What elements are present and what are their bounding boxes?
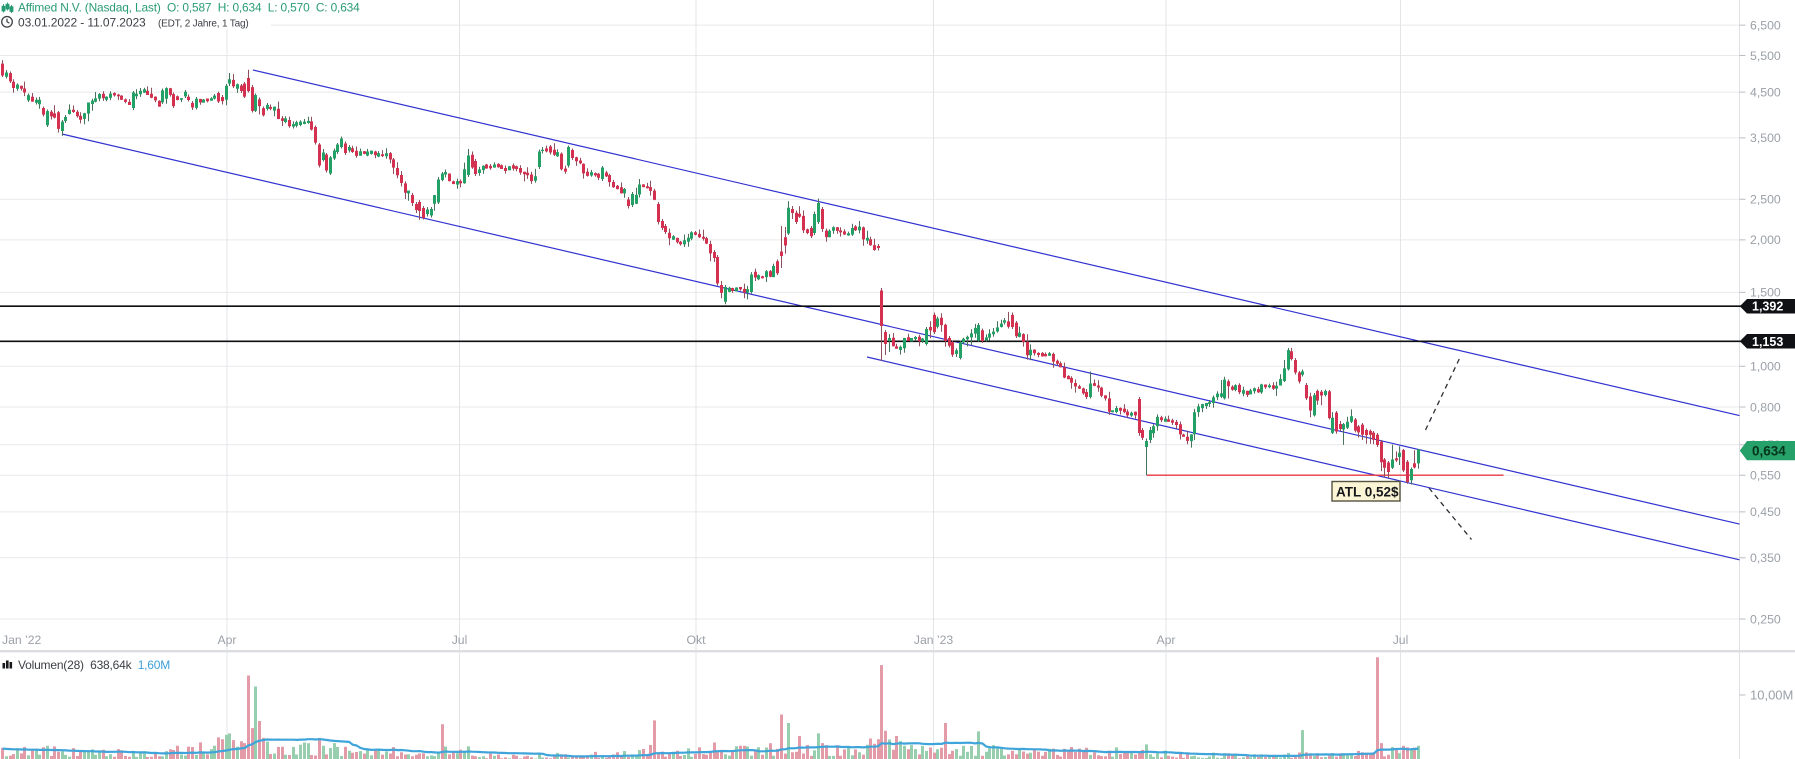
svg-text:1,153: 1,153: [1752, 335, 1783, 349]
svg-text:1,000: 1,000: [1750, 360, 1781, 374]
svg-text:3,500: 3,500: [1750, 131, 1781, 145]
svg-text:Apr: Apr: [218, 633, 237, 647]
svg-text:0,800: 0,800: [1750, 400, 1781, 414]
svg-text:10,00M: 10,00M: [1750, 688, 1793, 703]
svg-text:1,500: 1,500: [1750, 286, 1781, 300]
svg-text:0,450: 0,450: [1750, 505, 1781, 519]
svg-text:Affimed N.V. (Nasdaq, Last) O: Affimed N.V. (Nasdaq, Last) O: 0,587 H: …: [18, 1, 360, 15]
svg-text:2,500: 2,500: [1750, 193, 1781, 207]
svg-text:0,634: 0,634: [1752, 444, 1786, 459]
svg-text:03.01.2022 - 11.07.2023: 03.01.2022 - 11.07.2023: [18, 15, 146, 29]
svg-text:0,350: 0,350: [1750, 551, 1781, 565]
svg-text:6,500: 6,500: [1750, 18, 1781, 32]
svg-text:Jan ’22: Jan ’22: [2, 633, 42, 647]
svg-text:Okt: Okt: [687, 633, 707, 647]
svg-text:1,392: 1,392: [1752, 300, 1783, 314]
svg-text:0,250: 0,250: [1750, 612, 1781, 626]
svg-text:(EDT, 2 Jahre, 1 Tag): (EDT, 2 Jahre, 1 Tag): [158, 18, 249, 29]
svg-text:4,500: 4,500: [1750, 85, 1781, 99]
svg-text:Jul: Jul: [452, 633, 468, 647]
svg-text:Volumen(28) 638,64k 1,60M: Volumen(28) 638,64k 1,60M: [18, 658, 170, 672]
svg-text:Apr: Apr: [1157, 633, 1176, 647]
svg-text:5,500: 5,500: [1750, 49, 1781, 63]
svg-text:0,550: 0,550: [1750, 469, 1781, 483]
svg-text:2,000: 2,000: [1750, 233, 1781, 247]
svg-text:Jan ’23: Jan ’23: [914, 633, 954, 647]
svg-text:Jul: Jul: [1393, 633, 1409, 647]
svg-text:ATL 0,52$: ATL 0,52$: [1336, 485, 1399, 500]
